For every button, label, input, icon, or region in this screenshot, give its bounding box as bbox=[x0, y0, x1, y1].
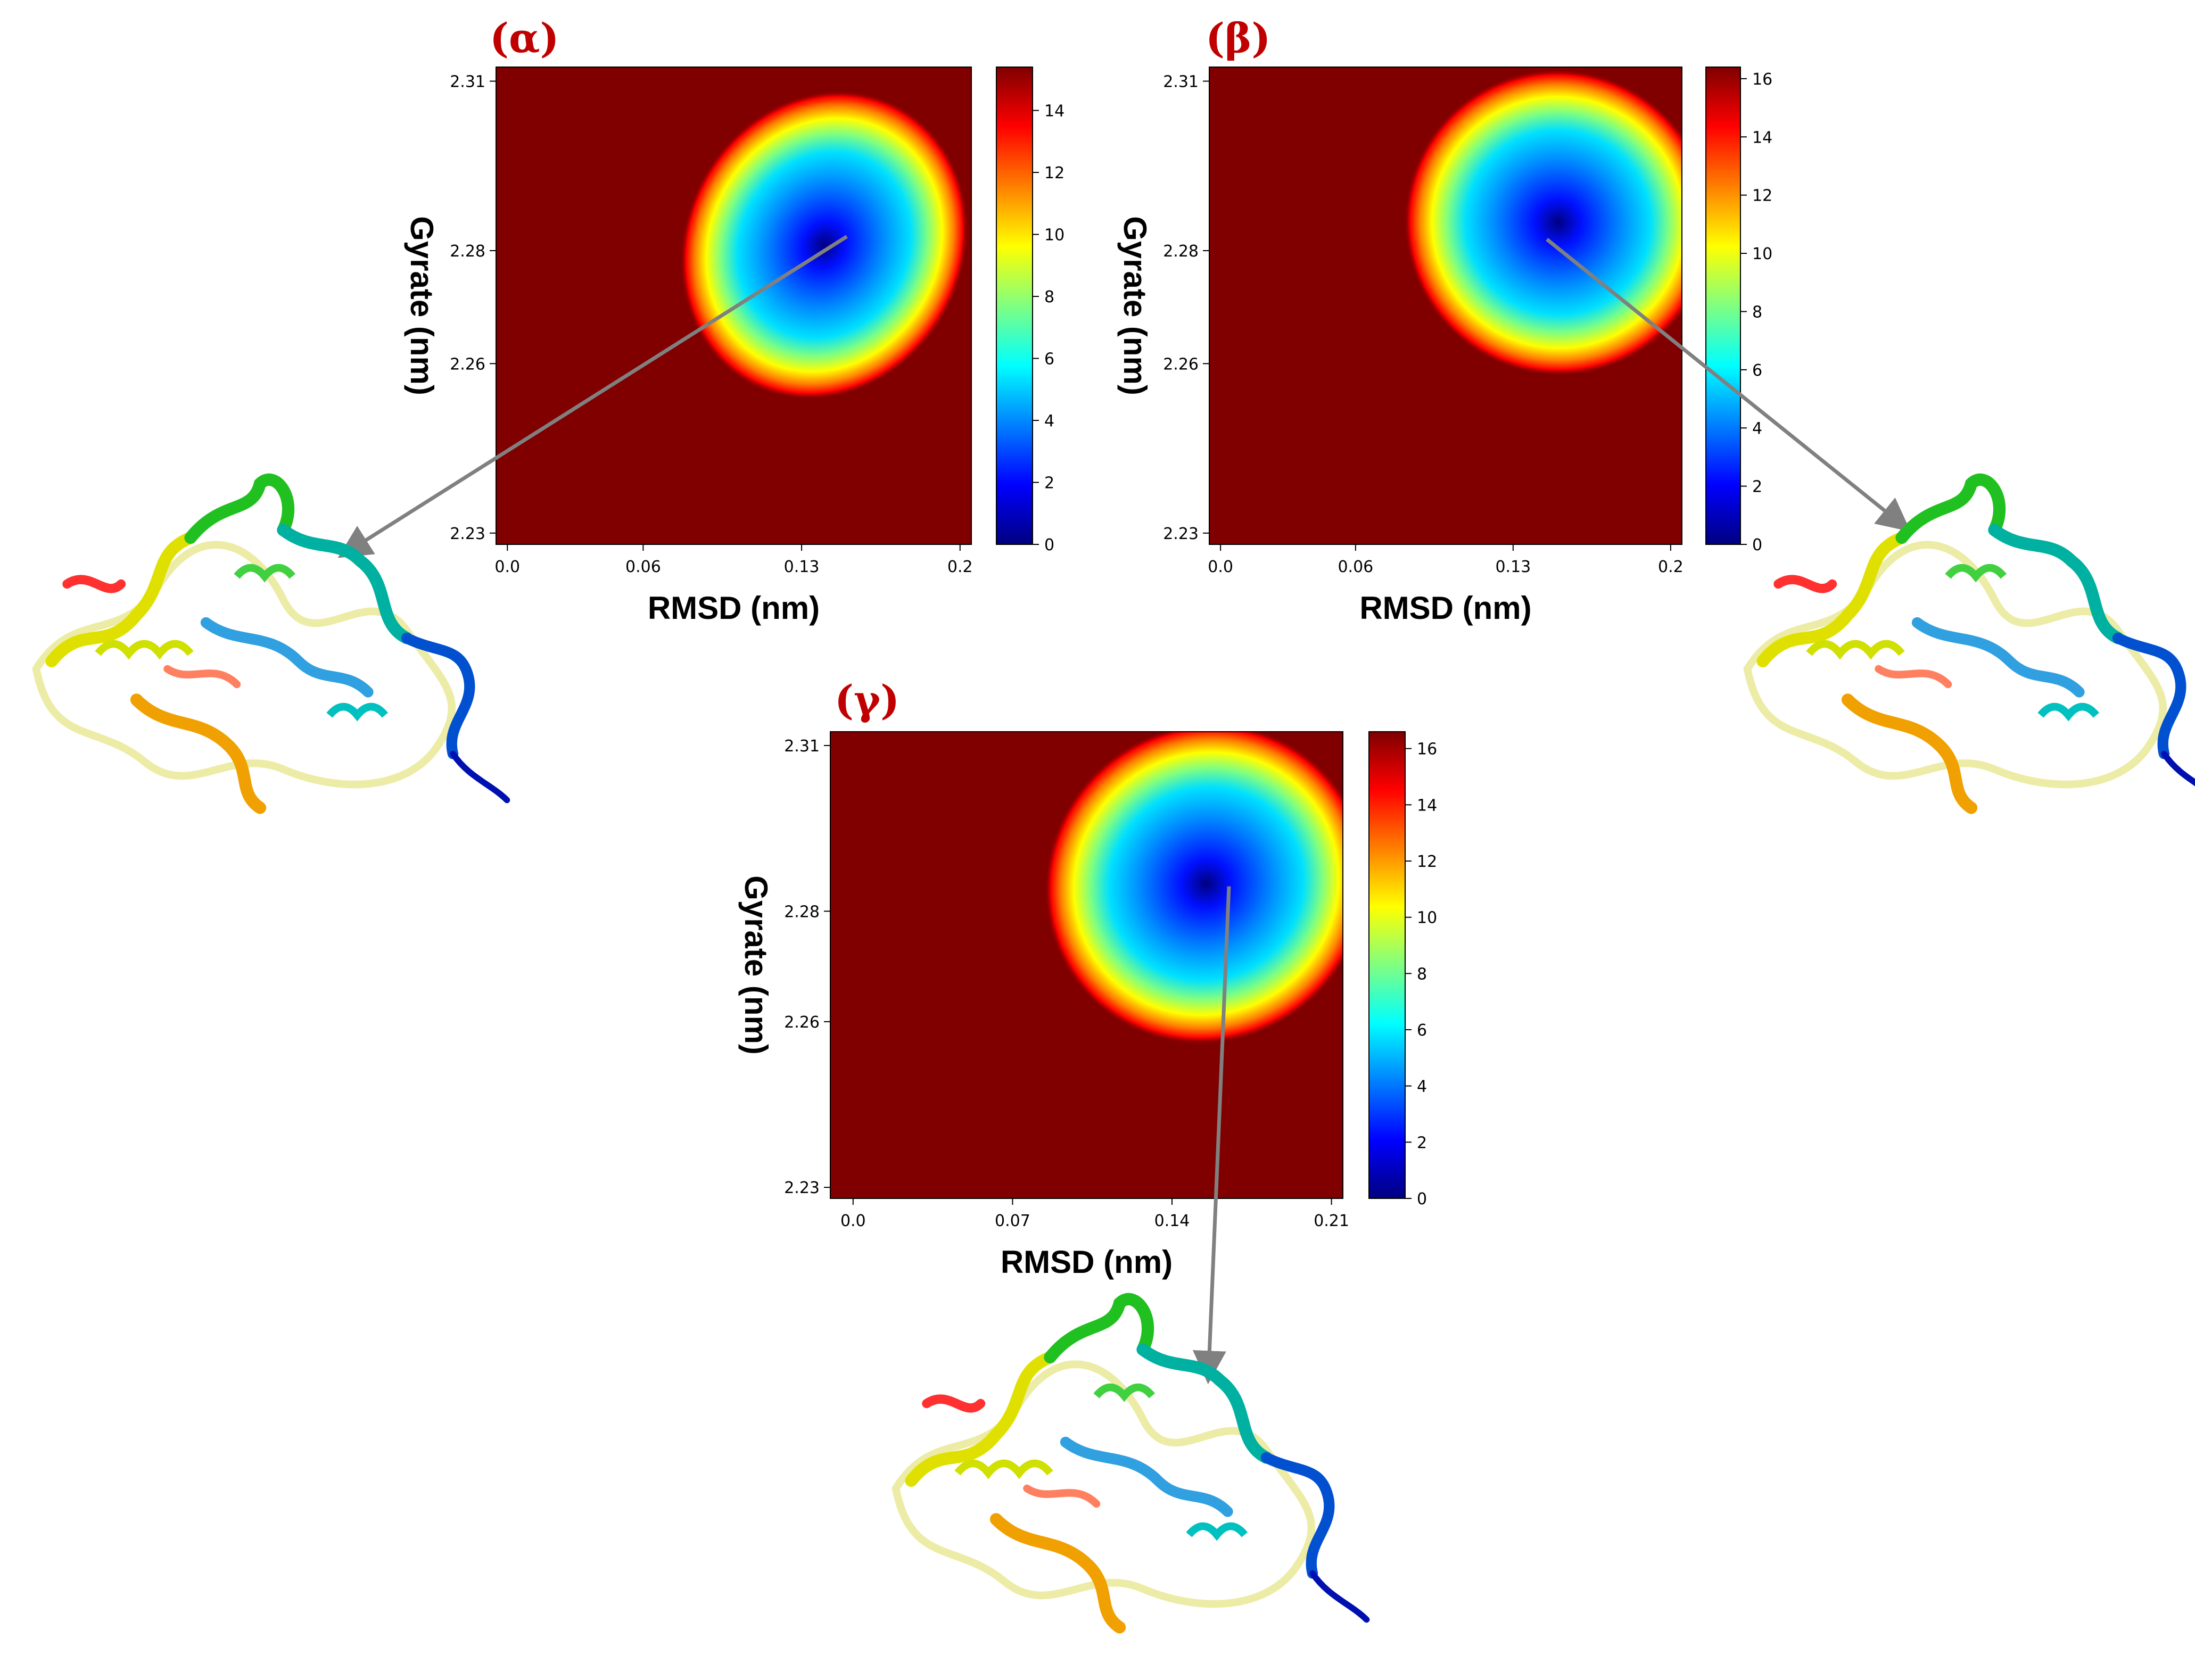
colorbar-tick-label: 4 bbox=[1044, 412, 1054, 431]
colorbar-tick-label: 10 bbox=[1044, 226, 1065, 245]
chart-panel-1: (α) 0.0 0.06 0.13 0.2 2.23 2.26 2.28 2.31 RMSD (n… bbox=[404, 14, 1065, 626]
x-axis-title: RMSD (nm) bbox=[1001, 1244, 1173, 1280]
colorbar bbox=[996, 67, 1033, 545]
y-tick-label: 2.31 bbox=[1163, 73, 1199, 92]
colorbar bbox=[1368, 731, 1406, 1199]
panel-label: (γ) bbox=[835, 676, 900, 724]
chart-panel-2: (β) 0.0 0.06 0.13 0.2 2.23 2.26 2.28 2.31 RMSD (n… bbox=[1117, 14, 1772, 626]
panel-label: (α) bbox=[490, 14, 559, 62]
y-tick-label: 2.31 bbox=[784, 737, 820, 756]
x-tick-label: 0.0 bbox=[1208, 558, 1233, 576]
colorbar-tick-label: 4 bbox=[1417, 1078, 1427, 1096]
colorbar-tick-label: 16 bbox=[1417, 740, 1437, 759]
energy-basin bbox=[1404, 69, 1682, 376]
colorbar-tick-label: 0 bbox=[1417, 1190, 1427, 1209]
protein-structure-3 bbox=[896, 1299, 1367, 1627]
x-tick-label: 0.2 bbox=[947, 558, 973, 576]
y-axis-title: Gyrate (nm) bbox=[404, 216, 440, 395]
colorbar-tick-label: 0 bbox=[1044, 536, 1054, 555]
y-tick-label: 2.26 bbox=[784, 1013, 820, 1032]
y-tick-label: 2.28 bbox=[784, 903, 820, 921]
plot-frame bbox=[830, 731, 1343, 1199]
colorbar-tick-label: 12 bbox=[1417, 853, 1437, 871]
energy-basin bbox=[680, 90, 969, 400]
x-axis-title: RMSD (nm) bbox=[1359, 590, 1531, 626]
x-tick-label: 0.2 bbox=[1658, 558, 1684, 576]
x-axis-title: RMSD (nm) bbox=[648, 590, 820, 626]
x-tick-label: 0.21 bbox=[1314, 1212, 1349, 1230]
plot-frame bbox=[1209, 67, 1682, 545]
y-tick-label: 2.28 bbox=[1163, 242, 1199, 261]
colorbar-tick-label: 6 bbox=[1044, 350, 1054, 369]
x-tick-label: 0.14 bbox=[1154, 1212, 1190, 1230]
colorbar bbox=[1705, 67, 1741, 545]
pointer-arrow bbox=[1192, 886, 1231, 1385]
x-tick-label: 0.0 bbox=[494, 558, 520, 576]
y-tick-label: 2.28 bbox=[450, 242, 485, 261]
colorbar-tick-label: 12 bbox=[1044, 164, 1065, 183]
x-tick-label: 0.13 bbox=[784, 558, 820, 576]
colorbar-tick-label: 8 bbox=[1752, 303, 1762, 321]
chart-panel-3: (γ) 0.0 0.07 0.14 0.21 2.23 2.26 2.28 2.31 RMSD (… bbox=[738, 676, 1437, 1280]
colorbar-tick-label: 2 bbox=[1417, 1133, 1427, 1152]
x-tick-label: 0.06 bbox=[1338, 558, 1373, 576]
colorbar-tick-label: 2 bbox=[1044, 474, 1054, 493]
colorbar-tick-label: 16 bbox=[1752, 70, 1772, 89]
protein-structure-2 bbox=[1747, 479, 2195, 808]
pointer-arrow bbox=[1546, 238, 1911, 532]
y-tick-label: 2.26 bbox=[450, 355, 485, 374]
panel-label: (β) bbox=[1206, 14, 1270, 62]
x-tick-label: 0.0 bbox=[840, 1212, 866, 1230]
colorbar-tick-label: 6 bbox=[1417, 1021, 1427, 1040]
x-tick-label: 0.06 bbox=[625, 558, 661, 576]
colorbar-tick-label: 10 bbox=[1417, 909, 1437, 928]
y-tick-label: 2.31 bbox=[450, 73, 485, 92]
x-tick-label: 0.13 bbox=[1495, 558, 1531, 576]
y-tick-label: 2.23 bbox=[1163, 525, 1199, 543]
x-tick-label: 0.07 bbox=[995, 1212, 1030, 1230]
colorbar-tick-label: 6 bbox=[1752, 361, 1762, 380]
y-tick-label: 2.23 bbox=[784, 1179, 820, 1197]
colorbar-tick-label: 8 bbox=[1044, 288, 1054, 307]
y-tick-label: 2.23 bbox=[450, 525, 485, 543]
colorbar-tick-label: 12 bbox=[1752, 187, 1772, 205]
colorbar-tick-label: 10 bbox=[1752, 245, 1772, 263]
colorbar-tick-label: 8 bbox=[1417, 965, 1427, 983]
colorbar-tick-label: 14 bbox=[1752, 128, 1772, 147]
colorbar-tick-label: 14 bbox=[1044, 102, 1065, 121]
y-tick-label: 2.26 bbox=[1163, 355, 1199, 374]
protein-structure-1 bbox=[36, 479, 507, 808]
plot-frame bbox=[496, 67, 972, 545]
colorbar-tick-label: 14 bbox=[1417, 796, 1437, 815]
colorbar-tick-label: 0 bbox=[1752, 536, 1762, 555]
pointer-arrow bbox=[337, 235, 848, 558]
colorbar-tick-label: 2 bbox=[1752, 478, 1762, 496]
colorbar-tick-label: 4 bbox=[1752, 419, 1762, 438]
energy-basin bbox=[1044, 732, 1343, 1044]
y-axis-title: Gyrate (nm) bbox=[1117, 216, 1153, 395]
y-axis-title: Gyrate (nm) bbox=[738, 875, 774, 1055]
